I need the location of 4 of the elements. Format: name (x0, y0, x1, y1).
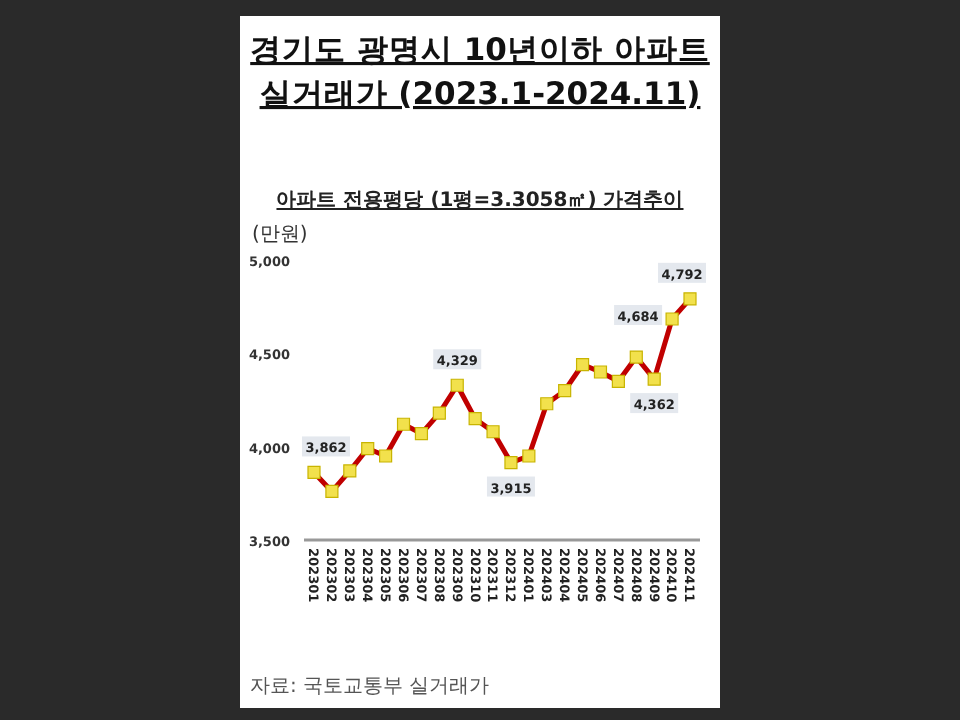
chart-title: 경기도 광명시 10년이하 아파트 실거래가 (2023.1-2024.11) (250, 32, 710, 112)
text: 자료: 국토교통부 실거래가 (250, 676, 490, 698)
y-axis-title: (만원) (252, 224, 308, 246)
chart-subtitle: 아파트 전용평당 (1평=3.3058㎡) 가격추이 (276, 190, 684, 212)
